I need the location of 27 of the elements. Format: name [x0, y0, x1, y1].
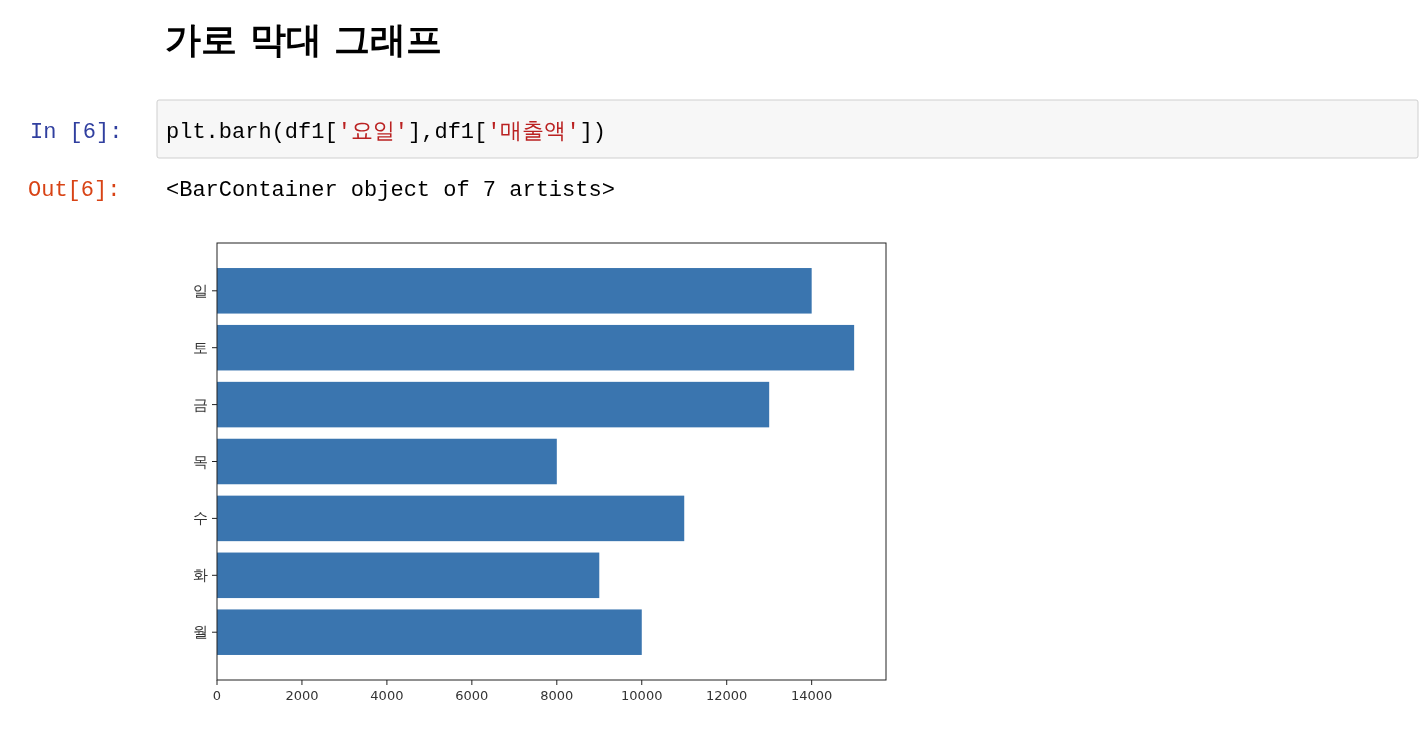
- x-tick-label: 8000: [540, 688, 574, 703]
- x-tick-label: 12000: [706, 688, 748, 703]
- bar: [217, 609, 642, 655]
- bar: [217, 324, 855, 371]
- x-tick-label: 2000: [285, 688, 319, 703]
- y-tick-label: 일: [193, 281, 208, 300]
- y-tick-label: 목: [193, 452, 208, 471]
- chart-title: 가로 막대 그래프: [165, 19, 443, 60]
- bar: [217, 552, 600, 599]
- y-tick-label: 수: [193, 509, 208, 528]
- text: <BarContainer object of 7 artists>: [166, 178, 615, 203]
- bar: [217, 268, 812, 314]
- bar: [217, 381, 770, 428]
- y-tick-label: 금: [193, 395, 208, 414]
- text: In [6]:: [30, 120, 123, 145]
- x-tick-label: 4000: [370, 688, 404, 703]
- bar: [217, 495, 685, 542]
- x-tick-label: 6000: [455, 688, 489, 703]
- bar: [217, 438, 557, 485]
- y-tick-label: 토: [193, 338, 208, 357]
- text: plt.barh(df1['요일'],df1['매출액']): [166, 120, 607, 145]
- y-tick-label: 월: [193, 623, 208, 642]
- x-tick-label: 14000: [790, 688, 833, 703]
- x-tick-label: 0: [212, 688, 222, 703]
- x-tick-label: 10000: [621, 688, 663, 703]
- text: Out[6]:: [28, 178, 121, 203]
- y-tick-label: 화: [193, 566, 208, 585]
